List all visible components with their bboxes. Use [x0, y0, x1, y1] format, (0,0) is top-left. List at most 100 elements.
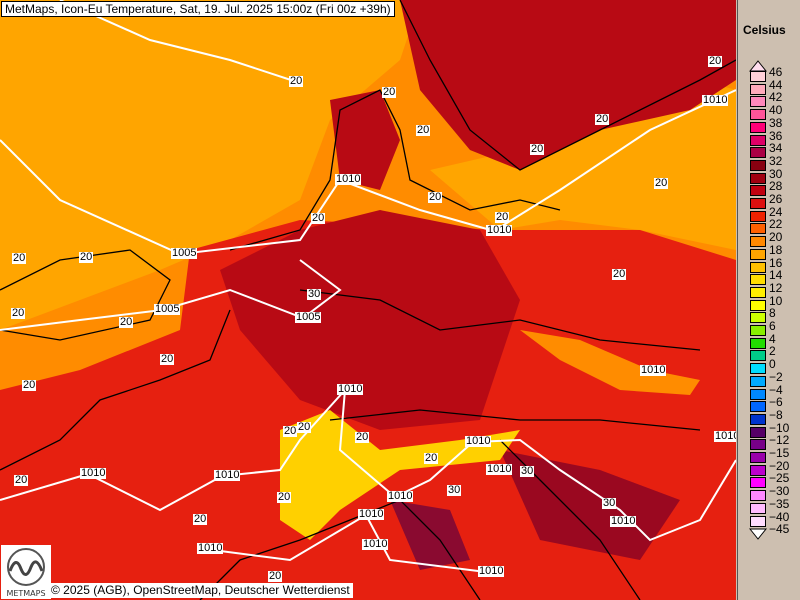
legend-label: 38 [769, 115, 783, 130]
contour-label: 1010 [197, 542, 224, 554]
contour-label: 1005 [295, 311, 322, 323]
legend-label: −40 [769, 509, 790, 524]
legend-swatch [750, 210, 766, 222]
contour-label: 1010 [486, 224, 513, 236]
legend-label: 4 [769, 331, 776, 346]
legend-min-arrow-icon [749, 528, 768, 540]
legend-label: 42 [769, 90, 783, 105]
contour-label: 1010 [337, 383, 364, 395]
contour-label: 20 [119, 316, 134, 328]
metmaps-logo: METMAPS [1, 545, 51, 599]
legend-label: 14 [769, 268, 783, 283]
contour-label: 20 [268, 570, 283, 582]
contour-label: 20 [708, 55, 723, 67]
legend-swatch [750, 363, 766, 375]
legend-label: 46 [769, 65, 783, 79]
legend-label: −10 [769, 420, 790, 435]
legend-swatch [750, 83, 766, 95]
legend-label: 6 [769, 319, 776, 333]
contour-label: 1010 [702, 94, 729, 106]
legend-swatch [750, 198, 766, 209]
contour-label: 20 [595, 113, 610, 125]
legend-label: 0 [769, 357, 776, 372]
legend-swatch [750, 109, 766, 121]
baltic-cooler-region [430, 80, 736, 250]
contour-label: 1010 [714, 431, 736, 442]
legend-swatch [750, 223, 766, 235]
legend-swatch [750, 312, 766, 324]
legend-swatch [750, 502, 766, 514]
hot-adriatic [390, 500, 470, 570]
legend-swatch [750, 121, 766, 133]
contour-label: 20 [654, 177, 669, 189]
legend-label: 22 [769, 217, 783, 232]
contour-label: 1010 [478, 565, 505, 577]
contour-label: 20 [79, 251, 94, 263]
legend-label: 2 [769, 344, 776, 359]
legend-swatch [750, 401, 766, 413]
legend-label: 34 [769, 141, 783, 156]
legend-label: 24 [769, 204, 783, 219]
contour-label: 20 [193, 513, 208, 525]
contour-label: 1010 [610, 515, 637, 527]
legend-label: −30 [769, 484, 790, 499]
contour-label: 20 [160, 353, 175, 365]
legend-label: −6 [769, 395, 783, 410]
legend-label: −20 [769, 458, 790, 473]
legend-swatch [750, 185, 766, 197]
legend-unit: Celsius [743, 23, 786, 37]
legend-label: 10 [769, 293, 783, 308]
contour-label: 1010 [335, 173, 362, 185]
legend-swatch [750, 172, 766, 184]
legend-label: 8 [769, 306, 776, 321]
contour-label: 20 [612, 268, 627, 280]
legend-swatch [750, 325, 766, 336]
legend-swatch [750, 426, 766, 438]
map-canvas [0, 0, 736, 600]
legend-label: 16 [769, 255, 783, 270]
legend-label: 32 [769, 153, 783, 168]
contour-label: 1010 [387, 490, 414, 502]
contour-label: 30 [307, 288, 322, 300]
legend-swatch [750, 299, 766, 311]
legend-label: −35 [769, 496, 790, 511]
contour-label: 20 [277, 491, 292, 503]
contour-label: 30 [602, 497, 617, 509]
hot-scandinavia [400, 0, 736, 170]
legend-swatch [750, 248, 766, 260]
north-sea-cooler-region [0, 0, 420, 330]
contour-label: 1010 [465, 435, 492, 447]
legend-label: 44 [769, 77, 783, 92]
legend-swatch [750, 439, 766, 451]
legend-swatch [750, 261, 766, 273]
legend-label: −4 [769, 382, 783, 397]
legend-swatch [750, 413, 766, 425]
contour-label: 20 [495, 211, 510, 223]
legend-swatch [750, 159, 766, 171]
contour-label: 20 [355, 431, 370, 443]
legend-swatch [750, 236, 766, 248]
contour-label: 20 [382, 86, 397, 98]
legend-label: −25 [769, 471, 790, 486]
contour-label: 20 [424, 452, 439, 464]
legend-label: 28 [769, 179, 783, 194]
contour-label: 20 [289, 75, 304, 87]
contour-label: 30 [447, 484, 462, 496]
hot-core-germany [220, 210, 520, 430]
legend-label: 40 [769, 103, 783, 118]
legend-swatch [750, 477, 766, 489]
svg-text:METMAPS: METMAPS [6, 589, 45, 598]
contour-label: 20 [311, 212, 326, 224]
legend-swatch [750, 286, 766, 298]
legend-label: 36 [769, 128, 783, 143]
contour-label: 20 [283, 425, 298, 437]
contour-label: 30 [520, 465, 535, 477]
legend-label: −15 [769, 446, 790, 460]
contour-label: 1010 [486, 463, 513, 475]
legend-label: 26 [769, 192, 783, 206]
legend-swatch [750, 490, 766, 502]
temperature-map[interactable]: 20 20 20 20 20 1010 1010 20 20 20 1010 20 20 20 1005 20… [0, 0, 736, 600]
legend-label: −8 [769, 407, 783, 422]
contour-label: 1010 [640, 364, 667, 376]
contour-label: 1010 [358, 508, 385, 520]
